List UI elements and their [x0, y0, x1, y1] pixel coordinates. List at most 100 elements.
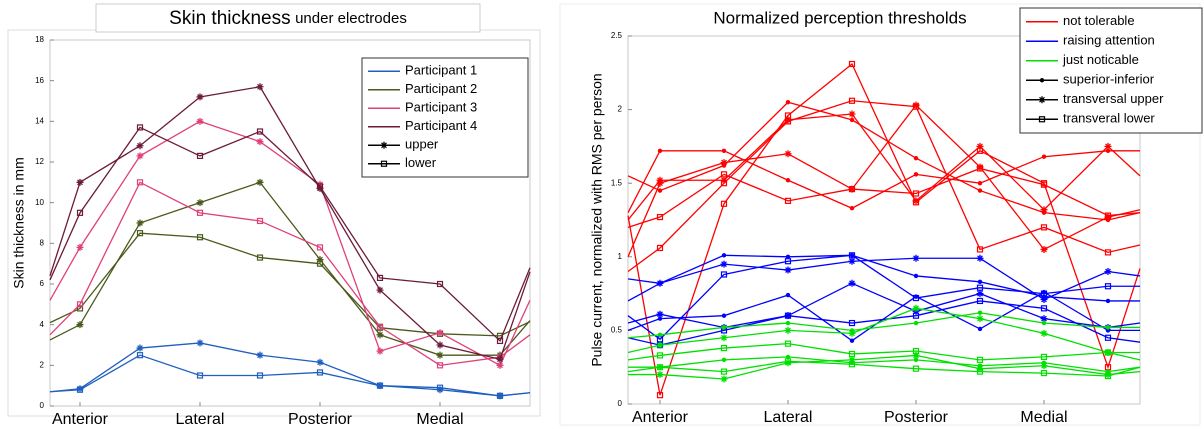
marker-dot	[721, 253, 727, 258]
data-line	[627, 167, 1141, 228]
marker-asterisk	[720, 334, 728, 342]
marker-dot	[657, 188, 663, 193]
marker-asterisk	[1104, 142, 1112, 150]
marker-dot	[977, 326, 983, 332]
marker-dot	[721, 357, 727, 363]
marker-square	[720, 171, 728, 178]
marker-asterisk	[848, 329, 856, 337]
x-tick-label: Lateral	[176, 411, 225, 428]
marker-square	[1040, 224, 1048, 231]
marker-square	[784, 340, 792, 347]
marker-square	[76, 209, 84, 216]
marker-asterisk	[256, 178, 264, 186]
marker-asterisk	[1104, 371, 1112, 379]
marker-square	[976, 297, 984, 305]
marker-dot	[913, 294, 919, 299]
marker-square	[848, 60, 856, 68]
marker-asterisk	[784, 150, 792, 158]
marker-dot	[977, 181, 983, 186]
marker-square	[256, 254, 264, 261]
marker-asterisk	[784, 326, 792, 334]
x-tick-label: Anterior	[52, 411, 109, 428]
legend-label: upper	[405, 137, 439, 152]
marker-square	[136, 179, 144, 186]
y-tick-label: 4	[40, 320, 45, 329]
marker-square	[316, 260, 324, 267]
marker-square	[1040, 305, 1048, 312]
legend-label: raising attention	[1063, 33, 1155, 48]
data-line	[628, 360, 1141, 377]
data-line	[627, 100, 1141, 273]
marker-dot	[913, 273, 919, 279]
marker-square	[376, 323, 384, 330]
legend-label: Participant 2	[405, 81, 477, 96]
marker-dot	[1105, 325, 1111, 330]
marker-asterisk	[436, 341, 444, 349]
marker-square	[316, 244, 324, 251]
marker-square	[784, 358, 792, 365]
marker-asterisk	[316, 358, 324, 366]
marker-dot	[721, 325, 727, 330]
marker-square	[196, 234, 204, 241]
marker-dot	[977, 188, 983, 193]
marker-asterisk	[196, 339, 204, 347]
x-tick-label: Posterior	[288, 411, 353, 428]
marker-asterisk	[848, 257, 856, 265]
marker-dot	[913, 357, 919, 363]
marker-dot	[721, 313, 727, 318]
x-tick-label: Anterior	[632, 409, 689, 426]
legend-label: lower	[405, 155, 437, 170]
marker-square	[976, 147, 984, 154]
marker-square	[136, 352, 144, 359]
legend-label: superior-inferior	[1063, 72, 1155, 87]
marker-dot	[849, 338, 855, 343]
marker-square	[76, 386, 84, 393]
marker-dot	[785, 320, 791, 326]
marker-square	[720, 180, 728, 187]
data-line	[627, 356, 1141, 373]
marker-asterisk	[376, 286, 384, 294]
marker-square	[376, 274, 384, 281]
marker-square	[720, 344, 728, 352]
marker-square	[976, 356, 984, 363]
marker-dot	[657, 332, 663, 338]
data-line	[627, 307, 1141, 361]
marker-square	[436, 362, 444, 369]
chart-title: Skin thickness under electrodes	[169, 8, 407, 29]
marker-asterisk	[436, 351, 444, 359]
marker-square	[1040, 353, 1048, 360]
marker-square	[912, 199, 920, 206]
data-line	[628, 354, 1141, 380]
marker-dot	[849, 206, 855, 211]
data-line	[627, 342, 1140, 361]
y-tick-label: 2	[40, 360, 45, 369]
marker-asterisk	[976, 290, 984, 298]
y-tick-label: 1.5	[611, 178, 623, 187]
marker-square	[196, 152, 204, 159]
marker-asterisk	[848, 110, 856, 118]
marker-asterisk	[1040, 295, 1048, 303]
marker-dot	[657, 316, 663, 321]
marker-asterisk	[1040, 206, 1048, 214]
y-tick-label: 14	[35, 116, 44, 125]
marker-asterisk	[76, 321, 84, 329]
marker-dot	[1039, 78, 1045, 83]
data-line	[49, 120, 531, 367]
data-line	[49, 354, 531, 397]
marker-asterisk	[136, 142, 144, 150]
marker-asterisk	[376, 331, 384, 339]
marker-square	[784, 118, 792, 125]
x-tick-label: Medial	[1020, 409, 1067, 426]
title-box	[95, 3, 481, 33]
marker-asterisk	[784, 116, 792, 124]
marker-dot	[657, 148, 663, 154]
marker-dot	[1041, 289, 1047, 295]
marker-dot	[849, 117, 855, 123]
marker-square	[784, 112, 792, 119]
plot-area	[49, 39, 531, 407]
marker-asterisk	[912, 304, 920, 312]
marker-asterisk	[1104, 213, 1112, 221]
y-tick-label: 18	[35, 35, 44, 44]
marker-square	[912, 365, 920, 372]
